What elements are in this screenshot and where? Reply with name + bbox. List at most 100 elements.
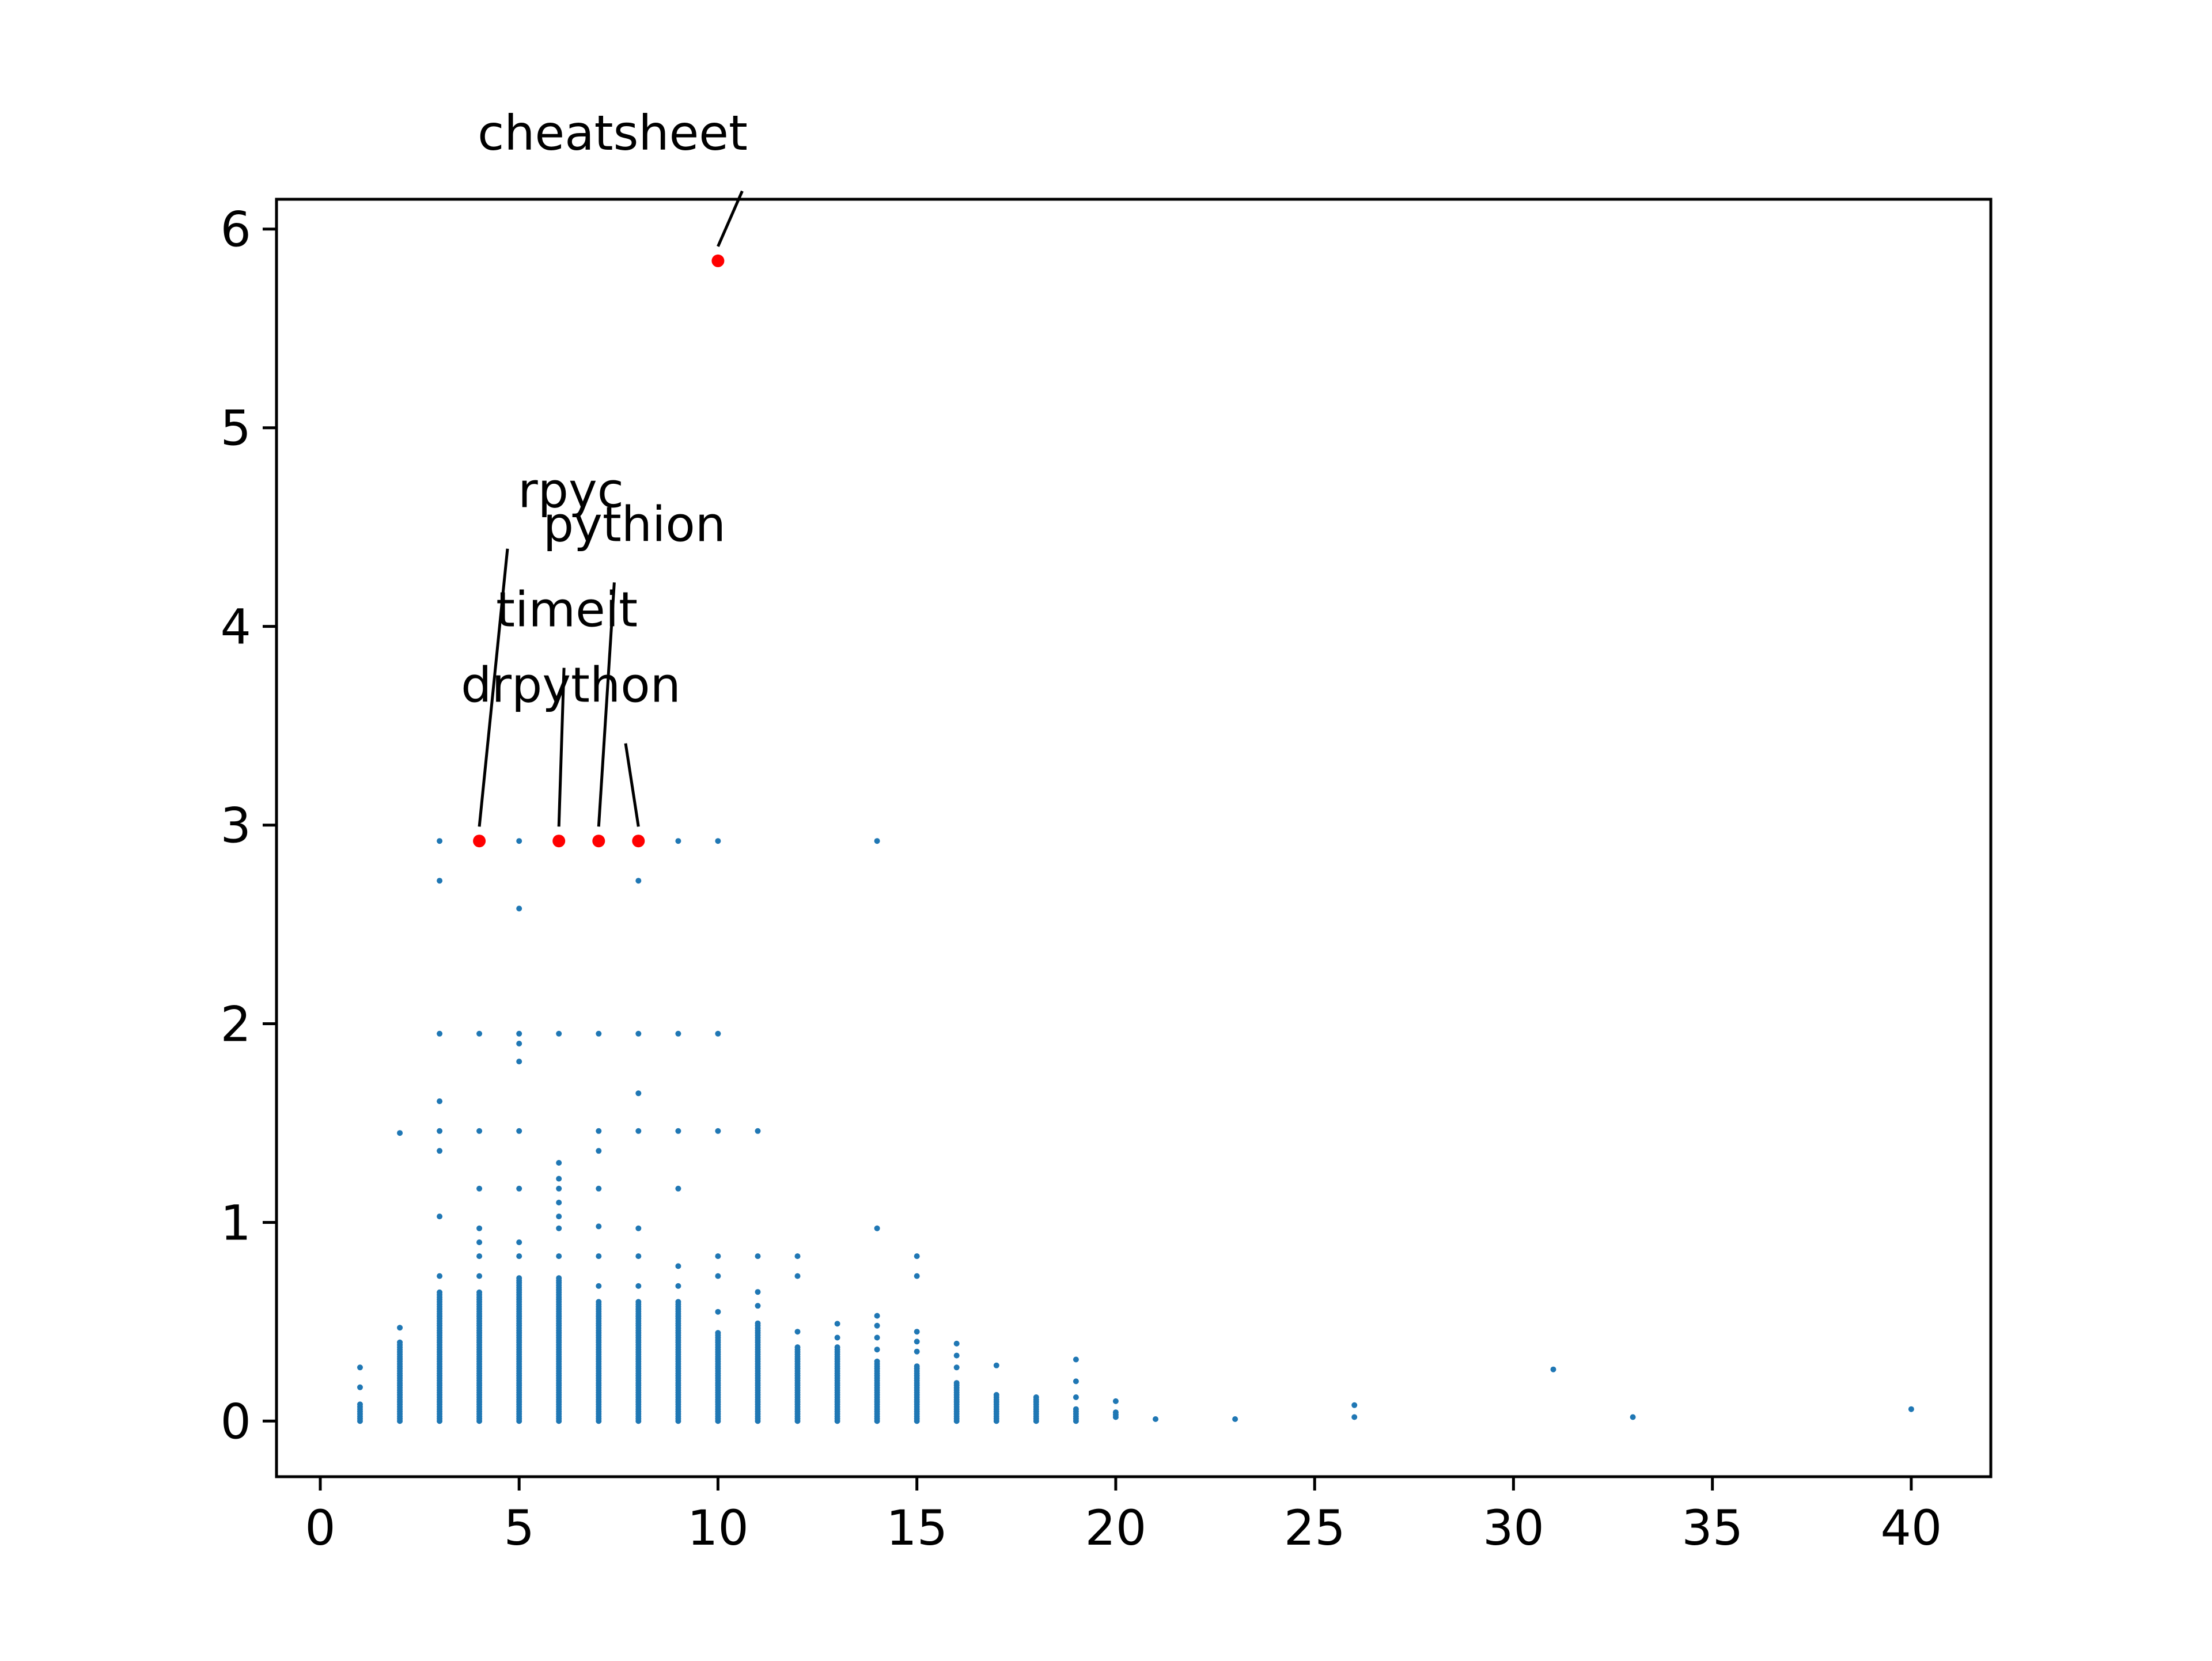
data-point <box>834 1334 840 1341</box>
data-point <box>556 1030 562 1037</box>
data-point <box>953 1364 960 1371</box>
x-tick-label: 30 <box>1483 1500 1544 1556</box>
data-point <box>1073 1378 1079 1385</box>
data-point <box>516 1030 522 1037</box>
data-point <box>1033 1394 1039 1400</box>
highlighted-point <box>711 254 725 267</box>
data-point <box>755 1128 761 1134</box>
data-point <box>715 1253 721 1260</box>
data-point <box>794 1344 801 1351</box>
data-point <box>914 1348 920 1355</box>
y-tick-label: 5 <box>221 400 251 457</box>
annotation-label: pythion <box>543 496 726 552</box>
data-point <box>357 1384 363 1390</box>
data-point <box>715 838 721 844</box>
highlighted-point <box>592 835 605 848</box>
data-point <box>715 1309 721 1315</box>
data-point <box>675 1128 681 1134</box>
data-point <box>596 1299 602 1305</box>
data-point <box>357 1364 363 1371</box>
x-tick-label: 0 <box>305 1500 335 1556</box>
data-point <box>397 1339 403 1345</box>
data-point <box>1232 1416 1238 1422</box>
data-point <box>755 1320 761 1326</box>
data-point <box>437 1213 443 1220</box>
annotation-line <box>597 582 616 827</box>
x-axis: 0 5 10 15 20 25 30 35 40 <box>305 1477 1942 1556</box>
highlighted-point <box>632 835 645 848</box>
data-point <box>635 878 642 884</box>
data-point <box>874 1334 880 1341</box>
y-axis: 0 1 2 3 4 5 6 <box>221 202 276 1450</box>
x-tick-label: 35 <box>1681 1500 1743 1556</box>
data-point <box>516 1185 522 1192</box>
data-point <box>635 1090 642 1097</box>
data-point <box>993 1391 999 1398</box>
data-point <box>675 1283 681 1289</box>
data-point <box>635 1030 642 1037</box>
x-tick-label: 10 <box>687 1500 749 1556</box>
data-point <box>794 1329 801 1335</box>
data-point <box>715 1273 721 1279</box>
data-point <box>1550 1366 1556 1372</box>
data-point <box>914 1273 920 1279</box>
data-point <box>596 1185 602 1192</box>
y-tick-label: 0 <box>221 1393 251 1450</box>
data-point <box>437 1273 443 1279</box>
data-point <box>635 1225 642 1231</box>
data-point <box>715 1330 721 1336</box>
data-point <box>516 1239 522 1245</box>
data-point <box>715 1030 721 1037</box>
data-point <box>516 1128 522 1134</box>
annotation-label: cheatsheet <box>478 105 748 161</box>
data-point <box>1153 1416 1158 1422</box>
data-point <box>596 1223 602 1230</box>
data-point <box>476 1289 483 1295</box>
data-point <box>874 1322 880 1329</box>
annotation-line <box>557 668 566 827</box>
data-point <box>596 1283 602 1289</box>
data-point <box>675 1263 681 1269</box>
data-point <box>516 1059 522 1065</box>
annotations-layer: cheatsheet rpyc timeit pythion drpython <box>461 105 748 827</box>
data-point <box>635 1253 642 1260</box>
data-point <box>755 1303 761 1309</box>
data-point <box>794 1253 801 1260</box>
data-point <box>755 1289 761 1295</box>
annotation-label: timeit <box>496 582 638 638</box>
data-point <box>675 838 681 844</box>
data-point <box>914 1363 920 1370</box>
data-point <box>1908 1406 1914 1412</box>
data-point <box>675 1299 681 1305</box>
data-point <box>1351 1402 1358 1408</box>
data-point <box>437 1098 443 1105</box>
data-point <box>1073 1394 1079 1400</box>
x-tick-label: 5 <box>503 1500 534 1556</box>
data-point <box>635 1128 642 1134</box>
data-point <box>1112 1398 1119 1404</box>
data-point <box>397 1130 403 1136</box>
data-point <box>874 1347 880 1353</box>
data-point <box>1073 1356 1079 1363</box>
data-point <box>596 1128 602 1134</box>
data-point <box>556 1275 562 1281</box>
data-point <box>556 1213 562 1220</box>
data-point <box>476 1273 483 1279</box>
data-point <box>437 1030 443 1037</box>
y-tick-label: 3 <box>221 798 251 854</box>
data-point <box>476 1128 483 1134</box>
data-point <box>794 1273 801 1279</box>
points-layer <box>357 254 1914 1424</box>
data-point <box>516 838 522 844</box>
highlighted-point <box>473 835 486 848</box>
annotation-label: drpython <box>461 657 681 714</box>
data-point <box>556 1175 562 1182</box>
data-point <box>1630 1414 1636 1420</box>
data-point <box>516 905 522 912</box>
data-point <box>596 1253 602 1260</box>
data-point <box>516 1041 522 1046</box>
data-point <box>1073 1406 1079 1412</box>
data-point <box>635 1299 642 1305</box>
